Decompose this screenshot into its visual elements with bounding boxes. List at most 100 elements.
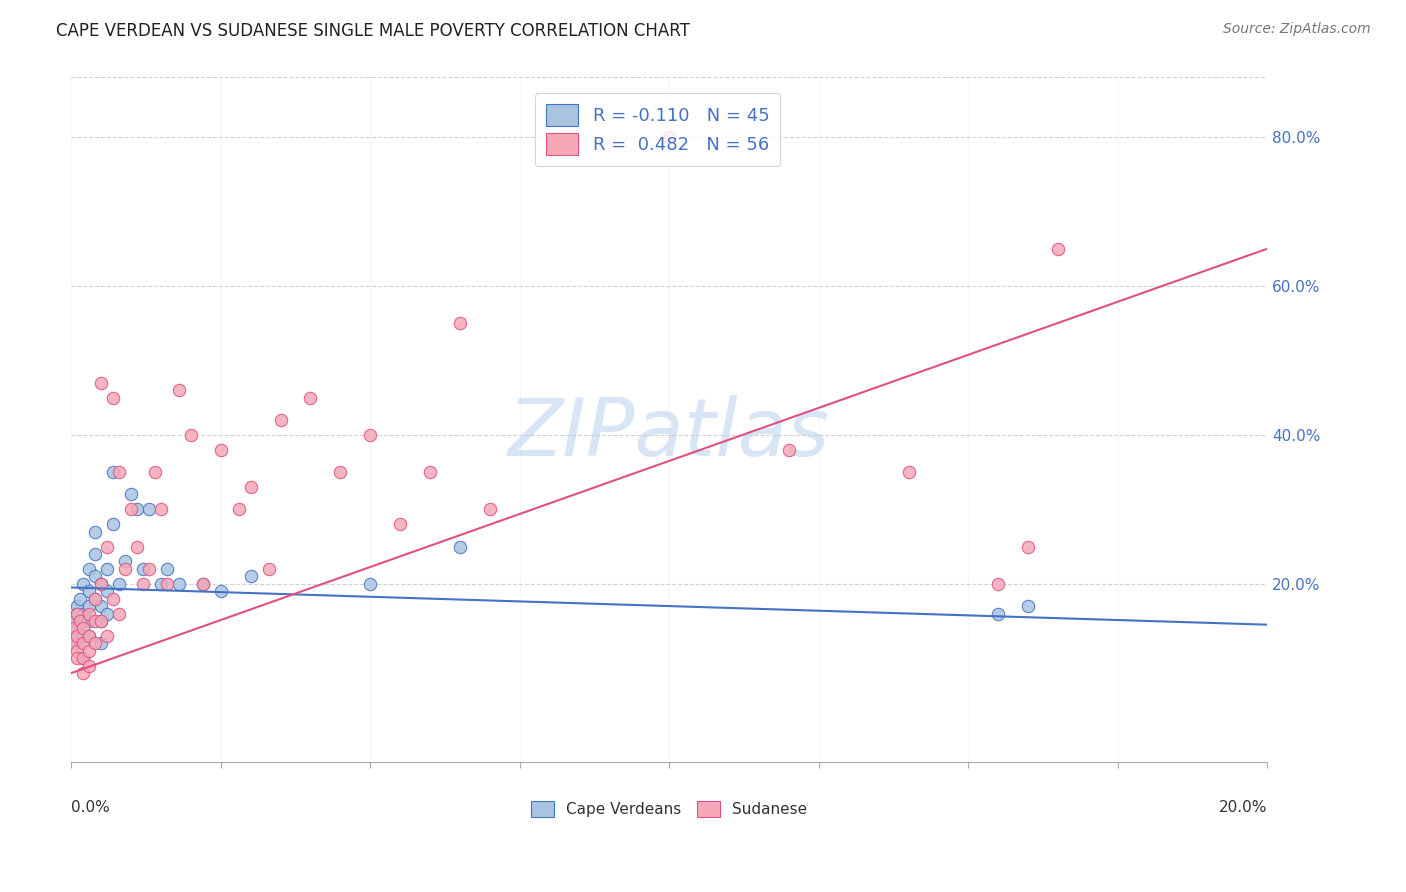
Point [72,651,94,665]
Point [84,614,107,628]
Point [66,607,89,621]
Point [138,562,160,576]
Point [77,584,100,599]
Point [72,629,94,643]
Point [1017,599,1039,613]
Text: CAPE VERDEAN VS SUDANESE SINGLE MALE POVERTY CORRELATION CHART: CAPE VERDEAN VS SUDANESE SINGLE MALE POV… [56,22,690,40]
Point [658,130,681,145]
Point [228,502,250,516]
Point [77,599,100,613]
Point [101,591,124,606]
Point [1017,540,1039,554]
Point [84,636,107,650]
Point [257,562,280,576]
Point [66,651,89,665]
Point [108,607,131,621]
Point [69,614,91,628]
Point [389,517,412,532]
Text: ZIPatlas: ZIPatlas [508,394,831,473]
Point [72,614,94,628]
Point [90,376,112,390]
Point [897,465,920,479]
Point [90,576,112,591]
Point [72,576,94,591]
Point [239,480,262,494]
Point [114,562,136,576]
Text: 20.0%: 20.0% [1219,800,1267,815]
Point [1047,242,1070,256]
Point [132,562,155,576]
Point [77,629,100,643]
Point [101,465,124,479]
Point [125,540,148,554]
Point [72,607,94,621]
Point [77,658,100,673]
Point [90,636,112,650]
Point [101,391,124,405]
Point [66,622,89,636]
Point [419,465,441,479]
Point [329,465,352,479]
Point [96,584,118,599]
Point [84,591,107,606]
Point [209,442,232,457]
Point [270,413,292,427]
Point [101,517,124,532]
Point [191,576,214,591]
Point [96,607,118,621]
Point [987,607,1010,621]
Point [77,644,100,658]
Point [84,569,107,583]
Point [156,562,179,576]
Point [120,502,142,516]
Point [96,629,118,643]
Point [72,636,94,650]
Point [90,614,112,628]
Point [66,644,89,658]
Point [149,576,172,591]
Point [138,502,160,516]
Point [90,614,112,628]
Point [449,316,471,330]
Point [132,576,155,591]
Point [69,591,91,606]
Point [167,383,190,397]
Point [108,465,131,479]
Point [359,576,381,591]
Point [149,502,172,516]
Point [478,502,501,516]
Point [63,614,86,628]
Point [449,540,471,554]
Point [72,651,94,665]
Point [299,391,322,405]
Point [84,547,107,561]
Point [120,487,142,501]
Point [90,599,112,613]
Point [62,636,84,650]
Point [125,502,148,516]
Legend: Cape Verdeans, Sudanese: Cape Verdeans, Sudanese [526,795,813,823]
Point [77,629,100,643]
Point [66,599,89,613]
Text: 0.0%: 0.0% [72,800,110,815]
Point [77,607,100,621]
Point [72,666,94,681]
Point [987,576,1010,591]
Point [66,607,89,621]
Point [84,524,107,539]
Point [96,562,118,576]
Point [167,576,190,591]
Point [108,576,131,591]
Point [114,554,136,568]
Point [191,576,214,591]
Point [90,576,112,591]
Point [84,591,107,606]
Text: Source: ZipAtlas.com: Source: ZipAtlas.com [1223,22,1371,37]
Point [66,636,89,650]
Point [156,576,179,591]
Point [180,427,202,442]
Point [77,614,100,628]
Point [209,584,232,599]
Point [66,629,89,643]
Point [96,540,118,554]
